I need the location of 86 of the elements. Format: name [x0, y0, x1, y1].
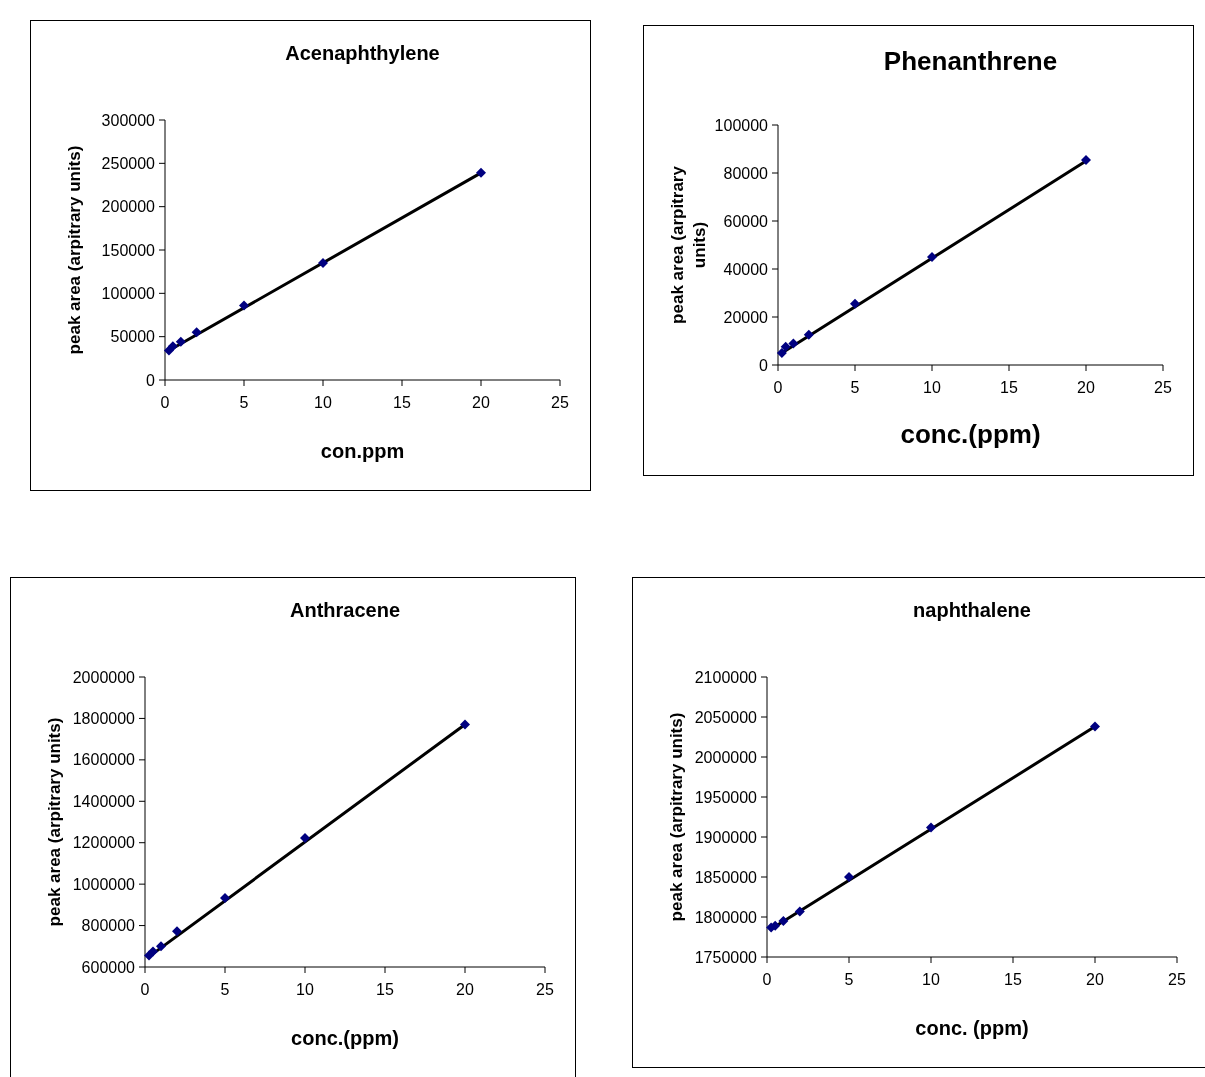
x-tick-label: 0	[773, 379, 783, 396]
y-tick-label: 1800000	[694, 908, 758, 926]
y-tick-label: 1200000	[72, 834, 136, 852]
y-tick-label: 1400000	[72, 792, 136, 810]
y-tick-label: 50000	[110, 328, 156, 346]
y-tick-label: 2000000	[694, 748, 758, 766]
y-tick-label: 1000000	[72, 875, 136, 893]
point	[460, 719, 470, 730]
x-tick-label: 20	[1086, 971, 1104, 988]
chart-title: Anthracene	[289, 599, 401, 621]
point	[239, 300, 249, 311]
point	[191, 327, 202, 338]
y-axis-title: peak area (arpitrary units)	[667, 712, 686, 922]
x-tick-label: 25	[551, 394, 569, 411]
x-tick-label: 5	[850, 379, 860, 396]
point	[778, 916, 789, 926]
x-tick-label: 10	[922, 971, 940, 988]
x-tick-label: 5	[220, 981, 230, 998]
x-tick-label: 0	[160, 394, 170, 411]
point	[850, 298, 860, 309]
x-tick-label: 5	[239, 394, 249, 411]
point	[1090, 721, 1100, 732]
point	[220, 893, 230, 904]
x-axis-title: conc. (ppm)	[915, 1017, 1029, 1039]
x-tick-label: 25	[1168, 971, 1186, 988]
y-tick-label: 2000000	[72, 668, 136, 686]
x-tick-label: 15	[1000, 379, 1018, 396]
x-axis-title: con.ppm	[320, 440, 405, 462]
y-tick-label: 80000	[723, 164, 769, 182]
point	[175, 336, 186, 347]
point	[167, 341, 178, 352]
y-tick-label: 40000	[723, 260, 769, 278]
y-tick-label: 60000	[723, 212, 769, 230]
x-axis-title: conc.(ppm)	[900, 419, 1041, 449]
point	[927, 252, 937, 262]
y-tick-label: 1600000	[72, 751, 136, 769]
y-tick-label: 1900000	[694, 828, 758, 846]
x-tick-label: 25	[536, 981, 554, 998]
x-tick-label: 20	[1077, 379, 1095, 396]
point	[172, 926, 182, 937]
y-tick-label: 150000	[101, 241, 156, 259]
x-tick-label: 20	[456, 981, 474, 998]
y-tick-label: 300000	[101, 111, 156, 129]
point	[148, 946, 158, 957]
y-tick-label: 2050000	[694, 708, 758, 726]
y-tick-label: 100000	[101, 284, 156, 302]
y-axis-title: peak area (arpitrary units)	[668, 165, 709, 324]
point	[788, 338, 799, 349]
point	[318, 258, 328, 268]
chart-title: Acenaphthylene	[285, 42, 440, 64]
y-tick-label: 1750000	[694, 948, 758, 966]
y-axis-title: peak area (arpitrary units)	[45, 717, 64, 927]
point	[844, 872, 854, 882]
y-tick-label: 1850000	[694, 868, 758, 886]
y-tick-label: 1950000	[694, 788, 758, 806]
x-tick-label: 15	[376, 981, 394, 998]
x-tick-label: 10	[923, 379, 941, 396]
point	[776, 348, 787, 358]
x-tick-label: 25	[1154, 379, 1172, 396]
x-axis-title: conc.(ppm)	[291, 1027, 399, 1049]
y-tick-label: 200000	[101, 198, 156, 216]
y-axis-title: peak area (arpitrary units)	[65, 145, 84, 355]
y-tick-label: 800000	[81, 917, 136, 935]
point	[794, 906, 805, 917]
chart-title: naphthalene	[913, 599, 1031, 621]
point	[300, 832, 310, 843]
y-tick-label: 2100000	[694, 668, 758, 686]
point	[476, 167, 486, 178]
y-tick-label: 100000	[714, 116, 769, 134]
y-tick-label: 1800000	[72, 710, 136, 728]
point	[1081, 155, 1091, 166]
x-tick-label: 15	[1004, 971, 1022, 988]
x-tick-label: 10	[296, 981, 314, 998]
point	[156, 941, 166, 952]
x-tick-label: 5	[844, 971, 854, 988]
y-tick-label: 0	[759, 356, 769, 374]
point	[803, 329, 814, 340]
point	[926, 822, 936, 833]
x-tick-label: 15	[393, 394, 411, 411]
point	[780, 341, 791, 352]
y-tick-label: 250000	[101, 154, 156, 172]
x-tick-label: 10	[314, 394, 332, 411]
y-tick-label: 600000	[81, 958, 136, 976]
x-tick-label: 20	[472, 394, 490, 411]
y-tick-label: 20000	[723, 308, 769, 326]
chart-title: Phenanthrene	[883, 46, 1058, 76]
